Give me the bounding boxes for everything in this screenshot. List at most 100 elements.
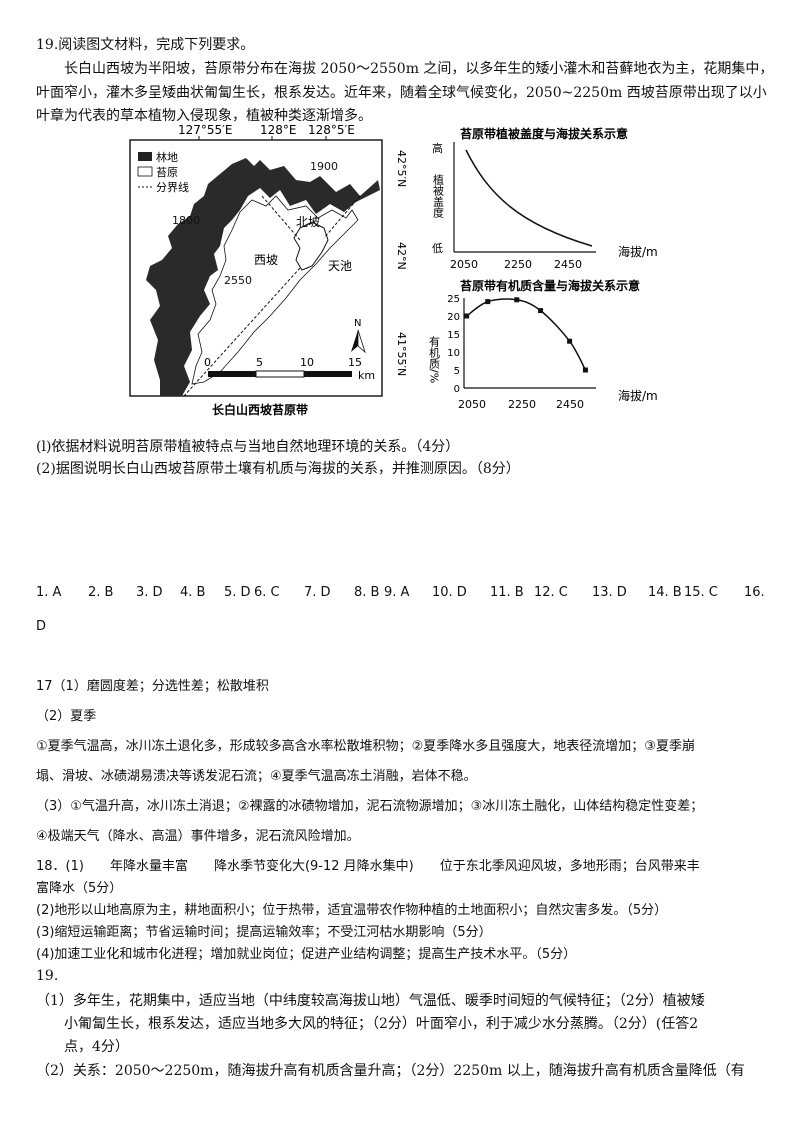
chart2-y-tick: 0 bbox=[454, 384, 460, 395]
chart1-x-tick: 2050 bbox=[450, 258, 478, 271]
choice-answer: 4. B bbox=[180, 585, 206, 600]
chart1-x-tick: 2250 bbox=[504, 258, 532, 271]
chart2-x-tick: 2050 bbox=[458, 398, 486, 411]
west-slope-label: 西坡 bbox=[254, 253, 278, 267]
chart2-data-point bbox=[567, 338, 573, 344]
chart2-y-tick: 5 bbox=[454, 366, 460, 377]
chart2-x-tick: 2250 bbox=[508, 398, 536, 411]
answer-17-2-line: ①夏季气温高，冰川冻土退化多，形成较多高含水率松散堆积物；②夏季降水多且强度大，… bbox=[36, 739, 695, 754]
legend-forest-label: 林地 bbox=[156, 150, 178, 164]
answer-17-3-line: ④极端天气（降水、高温）事件增多，泥石流风险增加。 bbox=[36, 829, 360, 844]
chart1-xlabel: 海拔/m bbox=[618, 244, 658, 259]
scale-bar bbox=[208, 370, 352, 378]
legend-tundra-swatch bbox=[137, 166, 153, 177]
choice-answer: 5. D bbox=[224, 585, 251, 600]
chart2-data-point bbox=[538, 308, 544, 314]
chart-vegetation-coverage: 苔原带植被盖度与海拔关系示意 高 低 植被盖度 海拔/m 2050 2250 2… bbox=[432, 126, 658, 271]
boundary-line bbox=[183, 267, 301, 397]
choice-answer: 13. D bbox=[592, 585, 627, 600]
chart1-title: 苔原带植被盖度与海拔关系示意 bbox=[460, 126, 628, 141]
choice-answer: 15. C bbox=[684, 585, 718, 600]
forest-area bbox=[146, 158, 380, 396]
answer-18-3: (3)缩短运输距离；节省运输时间；提高运输效率；不受江河枯水期影响（5分） bbox=[36, 925, 492, 940]
scale-tick: 5 bbox=[256, 356, 263, 369]
answer-19-heading: 19. bbox=[36, 968, 59, 984]
map-frame bbox=[129, 139, 383, 397]
choice-answer-last: D bbox=[36, 619, 47, 634]
north-slope-label: 北坡 bbox=[296, 215, 320, 229]
scale-tick: 0 bbox=[204, 356, 211, 369]
legend-boundary-label: 分界线 bbox=[156, 180, 189, 194]
scale-unit: km bbox=[358, 369, 375, 382]
chart2-y-tick: 25 bbox=[447, 294, 460, 305]
chart2-data-point bbox=[485, 299, 491, 305]
answer-19-1-line: 小匍匐生长，根系发达，适应当地多大风的特征；（2分）叶面窄小，利于减少水分蒸腾。… bbox=[64, 1016, 699, 1032]
boundary-line bbox=[323, 195, 361, 239]
chart1-y-low: 低 bbox=[432, 242, 443, 255]
legend-tundra-label: 苔原 bbox=[156, 165, 178, 179]
choice-answer: 2. B bbox=[88, 585, 114, 600]
chart2-trend-line bbox=[466, 298, 587, 371]
answer-19-2-line: （2）关系：2050～2250m，随海拔升高有机质含量升高；（2分）2250m … bbox=[36, 1063, 745, 1079]
contour-label-1800: 1800 bbox=[172, 214, 200, 227]
answer-18-1-line: 富降水（5分） bbox=[36, 881, 123, 896]
chart2-y-tick: 15 bbox=[447, 330, 460, 341]
lat-label: 41°55′N bbox=[395, 332, 408, 376]
choice-answer: 8. B bbox=[354, 585, 380, 600]
legend-forest-swatch bbox=[138, 152, 152, 161]
choice-answer: 7. D bbox=[304, 585, 331, 600]
chart1-trend-line bbox=[465, 149, 593, 247]
lon-label: 127°55′E bbox=[178, 123, 232, 137]
choice-answer: 12. C bbox=[534, 585, 568, 600]
tianchi-lake bbox=[293, 221, 329, 271]
choice-answer: 10. D bbox=[432, 585, 467, 600]
chart2-data-point bbox=[514, 297, 520, 303]
chart2-ylabel: 有机质/% bbox=[428, 335, 441, 383]
answer-18-4: (4)加速工业化和城市化进程；增加就业岗位；促进产业结构调整；提高生产技术水平。… bbox=[36, 947, 577, 962]
answer-18-2: (2)地形以山地高原为主，耕地面积小；位于热带，适宜温带农作物种植的土地面积小；… bbox=[36, 903, 668, 918]
answer-19-1-line: （1）多年生，花期集中，适应当地（中纬度较高海拔山地）气温低、暖季时间短的气候特… bbox=[36, 993, 705, 1009]
subquestion-2: (2)据图说明长白山西坡苔原带土壤有机质与海拔的关系，并推测原因。（8分） bbox=[36, 461, 520, 477]
chart2-x-tick: 2450 bbox=[556, 398, 584, 411]
answer-19-1-line: 点，4分） bbox=[64, 1039, 129, 1055]
subquestion-1: (l)依据材料说明苔原带植被特点与当地自然地理环境的关系。（4分） bbox=[36, 439, 460, 455]
answer-17-2-heading: （2）夏季 bbox=[36, 709, 97, 724]
choice-answer: 6. C bbox=[254, 585, 280, 600]
tianchi-label: 天池 bbox=[328, 259, 352, 273]
lat-label: 42°N bbox=[395, 242, 408, 270]
scale-tick: 10 bbox=[300, 356, 314, 369]
contour-label-1900: 1900 bbox=[310, 160, 338, 173]
scale-tick: 15 bbox=[348, 356, 362, 369]
chart2-xlabel: 海拔/m bbox=[618, 388, 658, 403]
choice-answer: 1. A bbox=[36, 585, 62, 600]
answer-17-3-line: （3）①气温升高，冰川冻土消退；②裸露的冰碛物增加，泥石流物源增加；③冰川冻土融… bbox=[36, 799, 704, 814]
chart2-data-point bbox=[464, 313, 470, 319]
choice-answer: 16. bbox=[744, 585, 765, 600]
chart1-x-tick: 2450 bbox=[554, 258, 582, 271]
svg-text:N: N bbox=[354, 318, 361, 329]
chart-organic-matter: 苔原带有机质含量与海拔关系示意 有机质/% 0 5 10 15 20 25 海拔/m 20… bbox=[428, 278, 658, 411]
lon-label: 128°5′E bbox=[308, 123, 355, 137]
choice-answer: 3. D bbox=[136, 585, 163, 600]
map-figure: 127°55′E 128°E 128°5′E 42°5′N 42°N 41°55… bbox=[129, 123, 408, 417]
question-paragraph-line: 长白山西坡为半阳坡，苔原带分布在海拔 2050～2550m 之间，以多年生的矮小… bbox=[64, 61, 774, 77]
lon-label: 128°E bbox=[260, 123, 297, 137]
lat-label: 42°5′N bbox=[395, 150, 408, 187]
question-paragraph-line: 叶章为代表的草本植物入侵现象，植被种类逐渐增多。 bbox=[36, 108, 372, 124]
chart2-y-tick: 20 bbox=[447, 312, 460, 323]
choice-answer: 14. B bbox=[648, 585, 682, 600]
answer-17-1: 17（1）磨圆度差；分选性差；松散堆积 bbox=[36, 679, 269, 694]
map-caption: 长白山西坡苔原带 bbox=[212, 402, 308, 417]
contour-label-2550: 2550 bbox=[224, 274, 252, 287]
choice-answer: 9. A bbox=[384, 585, 410, 600]
answer-18-1-line: 18．(1) 年降水量丰富 降水季节变化大(9-12 月降水集中) 位于东北季风… bbox=[36, 859, 700, 874]
chart2-y-tick: 10 bbox=[447, 348, 460, 359]
question-paragraph-line: 叶面窄小，灌木多呈矮曲状匍匐生长，根系发达。近年来，随着全球气候变化，2050~… bbox=[36, 85, 767, 101]
chart2-title: 苔原带有机质含量与海拔关系示意 bbox=[460, 278, 640, 293]
question-title: 19.阅读图文材料，完成下列要求。 bbox=[36, 37, 255, 53]
chart1-y-high: 高 bbox=[432, 141, 443, 155]
chart1-ylabel: 植被盖度 bbox=[432, 173, 445, 219]
north-arrow-icon: N bbox=[351, 318, 366, 354]
answer-17-2-line: 塌、滑坡、冰碛湖易溃决等诱发泥石流；④夏季气温高冻土消融，岩体不稳。 bbox=[36, 769, 477, 784]
